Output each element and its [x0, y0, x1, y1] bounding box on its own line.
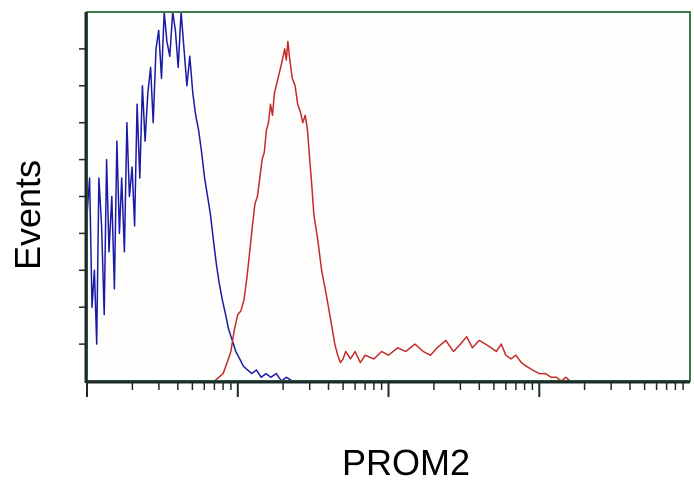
x-axis-label: PROM2: [342, 442, 470, 481]
series-line-red: [213, 40, 571, 382]
y-axis-label: Events: [7, 160, 48, 270]
